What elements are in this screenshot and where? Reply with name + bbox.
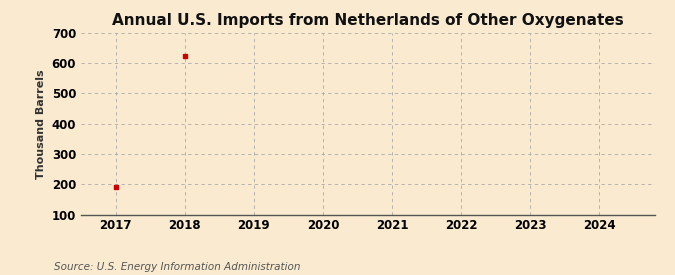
Y-axis label: Thousand Barrels: Thousand Barrels (36, 69, 46, 178)
Text: Source: U.S. Energy Information Administration: Source: U.S. Energy Information Administ… (54, 262, 300, 272)
Title: Annual U.S. Imports from Netherlands of Other Oxygenates: Annual U.S. Imports from Netherlands of … (112, 13, 624, 28)
